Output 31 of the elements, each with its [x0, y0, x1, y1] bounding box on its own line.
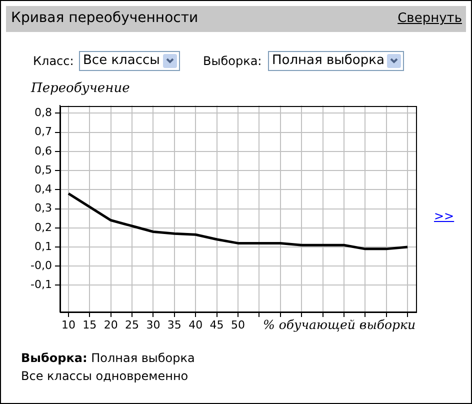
y-axis-title: Переобучение: [31, 81, 130, 96]
y-tick-label: 0,8: [34, 106, 52, 120]
text: Полная выборка: [272, 53, 384, 68]
text: Полная выборка: [91, 351, 195, 365]
x-tick-label: 35: [167, 318, 182, 332]
x-tick-label: 15: [82, 318, 97, 332]
text: >>: [434, 209, 454, 223]
x-tick-label: 20: [104, 318, 118, 332]
x-tick-label: 50: [231, 318, 245, 332]
y-tick-label: 0,6: [34, 144, 52, 158]
y-tick-label: 0,3: [34, 202, 52, 215]
text: Все классы одновременно: [21, 369, 188, 383]
y-tick-label: 0,4: [34, 182, 52, 196]
y-tick-label: 0,1: [34, 240, 52, 253]
x-tick-label: 45: [210, 318, 224, 332]
text: Все классы: [83, 53, 160, 68]
x-tick-label: 30: [146, 318, 160, 332]
y-tick-label: 0,5: [34, 163, 52, 176]
text: Выборка:: [21, 351, 88, 365]
y-tick-label: -0,0: [30, 258, 52, 272]
y-tick-label: 0,7: [34, 125, 52, 138]
y-tick-label: -0,1: [30, 278, 52, 292]
x-tick-label: 10: [61, 318, 76, 332]
x-tick-label: 25: [125, 318, 140, 332]
x-axis-title: % обучающей выборки: [263, 317, 416, 332]
chart-title: Кривая переобученности: [11, 10, 198, 26]
text: Класс:: [33, 54, 74, 68]
x-tick-label: 40: [188, 318, 203, 332]
y-tick-label: 0,2: [34, 220, 52, 234]
text: Выборка:: [203, 54, 262, 68]
text: Свернуть: [398, 11, 462, 26]
